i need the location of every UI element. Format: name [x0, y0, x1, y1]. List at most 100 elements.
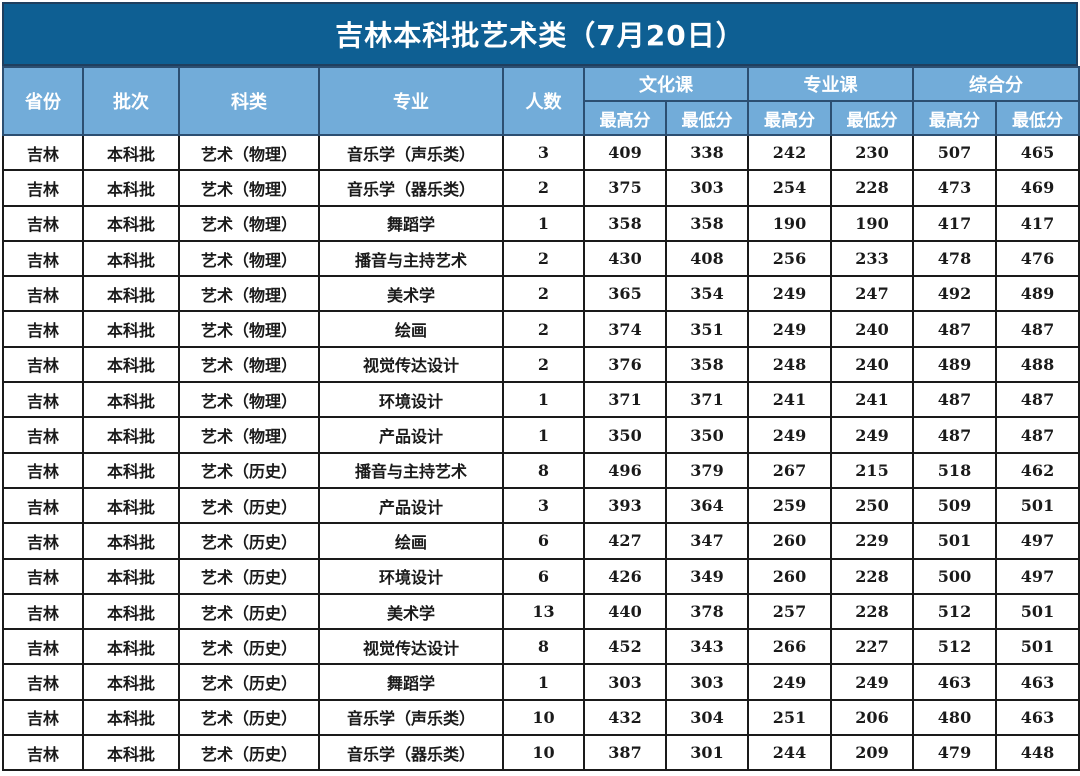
cell-province: 吉林 [2, 592, 84, 631]
cell-composite-min: 462 [995, 451, 1080, 489]
cell-category: 艺术（历史） [178, 628, 320, 666]
table-row: 吉林 本科批 艺术（历史） 音乐学（器乐类） 10 387 301 244 209 479 448 [2, 734, 1080, 772]
cell-composite-max: 500 [912, 557, 997, 595]
table-row: 吉林 本科批 艺术（历史） 音乐学（声乐类） 10 432 304 251 206 480 463 [2, 698, 1080, 737]
cell-category: 艺术（物理） [178, 381, 320, 419]
cell-professional-min: 228 [830, 169, 914, 207]
table-row: 吉林 本科批 艺术（历史） 视觉传达设计 8 452 343 266 227 512 501 [2, 628, 1080, 666]
cell-composite-max: 463 [912, 663, 997, 701]
cell-count: 3 [502, 133, 585, 172]
cell-composite-max: 509 [912, 486, 997, 525]
cell-professional-max: 249 [747, 275, 832, 313]
header-composite: 综合分 [912, 66, 1080, 102]
cell-category: 艺术（历史） [178, 734, 320, 772]
cell-professional-max: 249 [747, 663, 832, 701]
cell-composite-min: 501 [995, 628, 1080, 666]
cell-composite-max: 479 [912, 734, 997, 772]
cell-count: 1 [502, 381, 585, 419]
cell-culture-min: 301 [665, 734, 749, 772]
cell-province: 吉林 [2, 628, 84, 666]
cell-professional-max: 260 [747, 522, 832, 560]
cell-count: 10 [502, 734, 585, 772]
cell-culture-max: 426 [583, 557, 667, 595]
cell-culture-min: 371 [665, 381, 749, 419]
cell-culture-min: 347 [665, 522, 749, 560]
cell-batch: 本科批 [82, 698, 180, 737]
cell-category: 艺术（物理） [178, 133, 320, 172]
cell-culture-max: 440 [583, 592, 667, 631]
header-culture-max: 最高分 [583, 100, 667, 136]
cell-count: 2 [502, 169, 585, 207]
cell-professional-max: 242 [747, 133, 832, 172]
table-body: 吉林 本科批 艺术（物理） 音乐学（声乐类） 3 409 338 242 230 507 465 吉林… [2, 133, 1080, 772]
cell-batch: 本科批 [82, 451, 180, 489]
cell-professional-min: 230 [830, 133, 914, 172]
cell-professional-max: 267 [747, 451, 832, 489]
cell-composite-min: 463 [995, 698, 1080, 737]
cell-composite-max: 501 [912, 522, 997, 560]
cell-culture-min: 378 [665, 592, 749, 631]
cell-composite-max: 512 [912, 592, 997, 631]
cell-culture-max: 430 [583, 239, 667, 278]
table-row: 吉林 本科批 艺术（历史） 产品设计 3 393 364 259 250 509 501 [2, 486, 1080, 525]
cell-province: 吉林 [2, 310, 84, 348]
cell-professional-max: 254 [747, 169, 832, 207]
table-row: 吉林 本科批 艺术（历史） 播音与主持艺术 8 496 379 267 215 518 462 [2, 451, 1080, 489]
cell-major: 视觉传达设计 [318, 345, 504, 384]
cell-batch: 本科批 [82, 416, 180, 454]
cell-province: 吉林 [2, 451, 84, 489]
cell-major: 环境设计 [318, 557, 504, 595]
cell-culture-max: 432 [583, 698, 667, 737]
cell-batch: 本科批 [82, 663, 180, 701]
cell-major: 视觉传达设计 [318, 628, 504, 666]
cell-professional-min: 228 [830, 592, 914, 631]
cell-culture-min: 343 [665, 628, 749, 666]
cell-category: 艺术（历史） [178, 592, 320, 631]
table-row: 吉林 本科批 艺术（历史） 环境设计 6 426 349 260 228 500 497 [2, 557, 1080, 595]
cell-batch: 本科批 [82, 310, 180, 348]
cell-professional-max: 257 [747, 592, 832, 631]
cell-major: 音乐学（器乐类） [318, 169, 504, 207]
cell-province: 吉林 [2, 557, 84, 595]
cell-category: 艺术（历史） [178, 451, 320, 489]
cell-culture-min: 354 [665, 275, 749, 313]
cell-composite-max: 518 [912, 451, 997, 489]
cell-professional-max: 251 [747, 698, 832, 737]
cell-province: 吉林 [2, 734, 84, 772]
cell-province: 吉林 [2, 239, 84, 278]
cell-count: 2 [502, 310, 585, 348]
cell-count: 1 [502, 416, 585, 454]
cell-culture-min: 303 [665, 663, 749, 701]
cell-culture-max: 496 [583, 451, 667, 489]
cell-major: 音乐学（声乐类） [318, 133, 504, 172]
cell-professional-max: 190 [747, 204, 832, 242]
cell-professional-min: 249 [830, 416, 914, 454]
header-culture-min: 最低分 [665, 100, 749, 136]
cell-culture-max: 409 [583, 133, 667, 172]
header-professional: 专业课 [747, 66, 914, 102]
cell-major: 舞蹈学 [318, 663, 504, 701]
cell-professional-max: 244 [747, 734, 832, 772]
cell-count: 1 [502, 204, 585, 242]
cell-professional-max: 260 [747, 557, 832, 595]
cell-province: 吉林 [2, 133, 84, 172]
cell-composite-min: 463 [995, 663, 1080, 701]
cell-culture-max: 427 [583, 522, 667, 560]
cell-composite-max: 487 [912, 381, 997, 419]
cell-province: 吉林 [2, 698, 84, 737]
cell-major: 绘画 [318, 522, 504, 560]
cell-professional-min: 249 [830, 663, 914, 701]
table-row: 吉林 本科批 艺术（物理） 视觉传达设计 2 376 358 248 240 489 488 [2, 345, 1080, 384]
cell-composite-max: 507 [912, 133, 997, 172]
cell-culture-min: 379 [665, 451, 749, 489]
cell-major: 产品设计 [318, 416, 504, 454]
cell-composite-max: 480 [912, 698, 997, 737]
table-row: 吉林 本科批 艺术（物理） 舞蹈学 1 358 358 190 190 417 417 [2, 204, 1080, 242]
cell-composite-max: 478 [912, 239, 997, 278]
cell-batch: 本科批 [82, 239, 180, 278]
cell-culture-max: 365 [583, 275, 667, 313]
cell-category: 艺术（历史） [178, 663, 320, 701]
cell-composite-max: 512 [912, 628, 997, 666]
cell-category: 艺术（历史） [178, 522, 320, 560]
cell-professional-min: 215 [830, 451, 914, 489]
